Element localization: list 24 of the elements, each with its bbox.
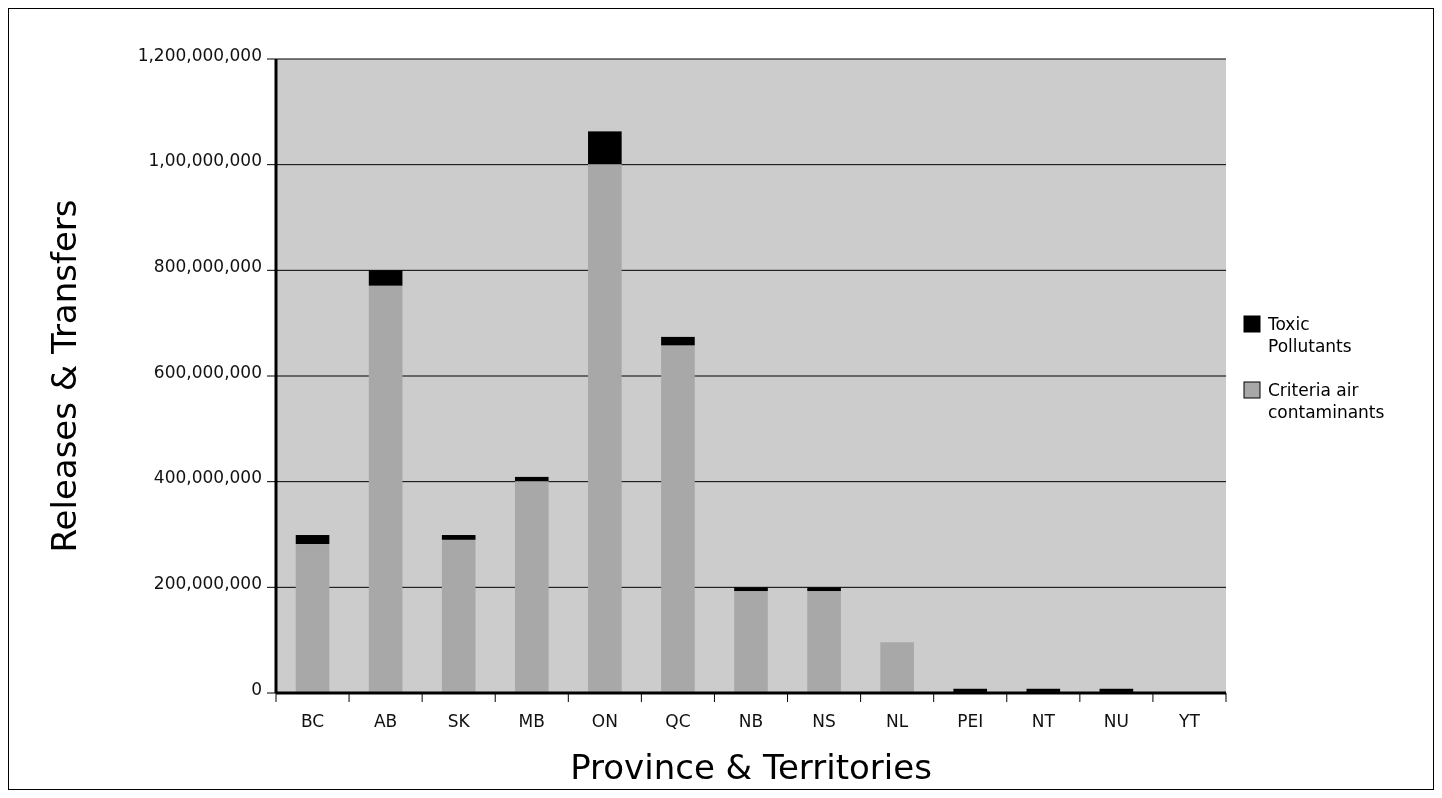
x-tick-label: ON <box>591 711 618 731</box>
y-tick-label: 800,000,000 <box>153 256 262 277</box>
legend-label: Criteria air contaminants <box>1268 380 1385 422</box>
x-tick-label: BC <box>300 711 325 731</box>
y-tick-label: 200,000,000 <box>153 573 262 594</box>
legend-label: Toxic Pollutants <box>1267 314 1352 356</box>
x-tick-label: NL <box>886 711 909 731</box>
y-tick-label: 0 <box>251 678 262 699</box>
x-tick-label: QC <box>665 711 691 731</box>
x-tick-label: YT <box>1178 711 1201 731</box>
x-tick-label: AB <box>373 711 398 731</box>
y-tick-label: 600,000,000 <box>153 361 262 382</box>
x-tick-label: NT <box>1031 711 1056 731</box>
x-tick-label: PEI <box>957 711 984 731</box>
x-tick-label: NS <box>812 711 836 731</box>
x-tick-label: NB <box>738 711 764 731</box>
x-axis-title: Province & Territories <box>570 747 932 787</box>
y-axis-title: Releases & Transfers <box>44 199 84 553</box>
x-tick-label: NU <box>1103 711 1129 731</box>
y-tick-label: 1,00,000,000 <box>148 150 262 171</box>
x-tick-label: SK <box>447 711 471 731</box>
y-tick-label: 400,000,000 <box>153 467 262 488</box>
y-tick-label: 1,200,000,000 <box>137 44 262 65</box>
x-tick-label: MB <box>518 711 545 731</box>
